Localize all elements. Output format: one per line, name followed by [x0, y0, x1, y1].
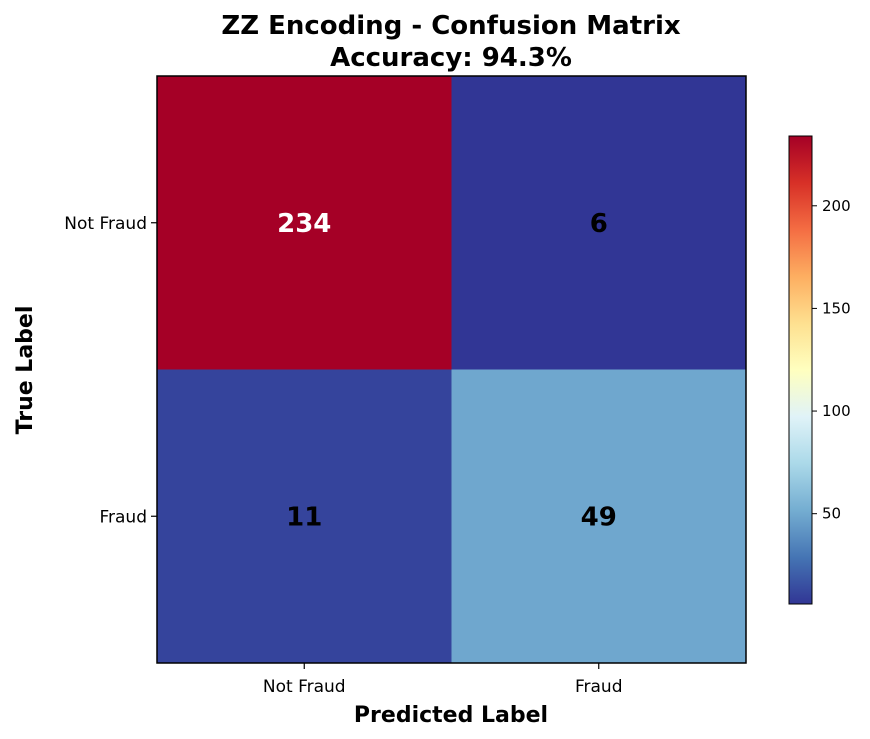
heatmap-cell-labels: 234 6 11 49: [277, 209, 617, 533]
colorbar-tick-label: 150: [822, 299, 851, 317]
y-tick-label: Not Fraud: [64, 214, 147, 234]
colorbar-tick-label: 100: [822, 402, 851, 420]
x-tick-label: Fraud: [575, 677, 623, 697]
heatmap-cells: [157, 76, 746, 663]
heatmap-cell-value: 6: [590, 209, 608, 239]
colorbar: [788, 135, 813, 605]
chart-subtitle: Accuracy: 94.3%: [330, 43, 572, 73]
chart-title: ZZ Encoding - Confusion Matrix: [221, 11, 681, 41]
x-tick-label: Not Fraud: [263, 677, 346, 697]
heatmap-cell: [451, 76, 746, 370]
y-tick-label: Fraud: [99, 507, 147, 527]
plot-frame: [156, 75, 747, 664]
heatmap-cell: [451, 369, 746, 663]
x-axis-label: Predicted Label: [354, 703, 548, 728]
y-axis-ticks: Not Fraud Fraud: [64, 214, 157, 527]
heatmap-cell: [157, 369, 452, 663]
colorbar-ticks: 50 100 150 200: [812, 197, 851, 523]
x-axis-ticks: Not Fraud Fraud: [263, 663, 623, 697]
heatmap-cell-value: 234: [277, 209, 331, 239]
heatmap-cell: [157, 76, 452, 370]
heatmap-cell-value: 11: [286, 502, 322, 532]
colorbar-tick-label: 200: [822, 197, 851, 215]
colorbar-tick-label: 50: [822, 505, 841, 523]
y-axis-label: True Label: [13, 306, 38, 435]
heatmap-cell-value: 49: [581, 502, 617, 532]
